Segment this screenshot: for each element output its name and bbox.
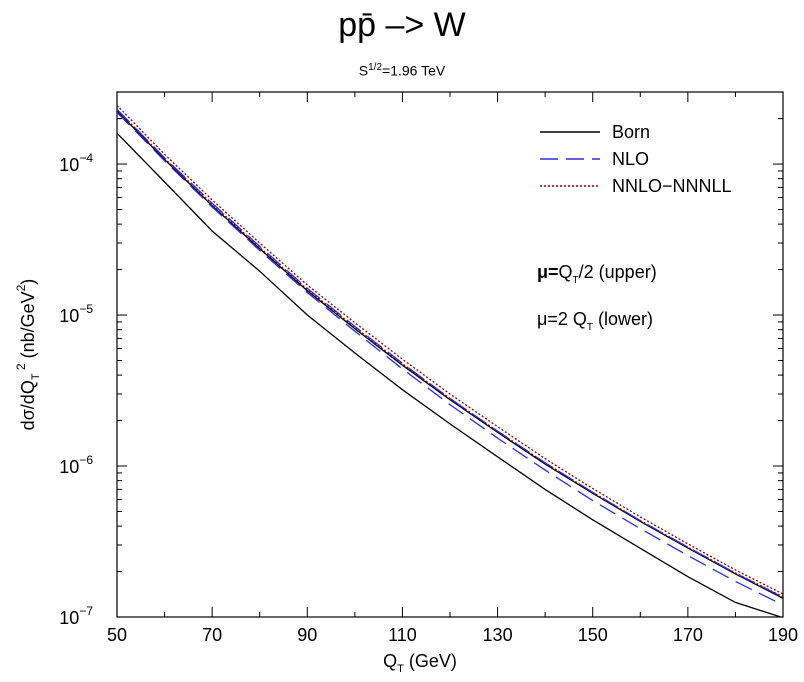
x-tick-label: 190	[768, 625, 798, 645]
legend-label: NNLO−NNNLL	[612, 176, 732, 196]
chart-title: pp̄ –> W	[338, 6, 466, 44]
legend-label: Born	[612, 122, 650, 142]
x-tick-label: 90	[297, 625, 317, 645]
scale-annotation: μ=2 QT (lower)	[537, 309, 653, 333]
legend-label: NLO	[612, 149, 649, 169]
series-line-nnlonnnll	[117, 104, 783, 595]
x-tick-label: 130	[483, 625, 513, 645]
x-tick-label: 110	[388, 625, 417, 645]
x-tick-label: 50	[107, 625, 127, 645]
curve-upper-scale	[117, 110, 783, 599]
series-line-nlo	[117, 108, 783, 598]
curve-upper-scale	[117, 111, 783, 606]
plot-frame	[116, 91, 784, 618]
scale-annotation: μ=QT/2 (upper)	[537, 262, 657, 286]
x-axis-label: QT (GeV)	[383, 651, 457, 675]
y-tick-label: 10−6	[59, 453, 93, 477]
chart-subtitle: S1/2=1.96 TeV	[0, 62, 804, 79]
subtitle-rest: =1.96 TeV	[382, 62, 446, 79]
y-axis-label: dσ/dQT 2 (nb/GeV2)	[14, 279, 42, 431]
x-tick-label: 170	[673, 625, 703, 645]
x-tick-label: 70	[202, 625, 222, 645]
x-tick-label: 150	[578, 625, 608, 645]
y-tick-label: 10−5	[59, 302, 93, 326]
y-tick-label: 10−4	[59, 151, 93, 175]
subtitle-exponent: 1/2	[368, 62, 383, 73]
series-line-born	[117, 132, 783, 617]
subtitle-base: S	[358, 62, 369, 79]
y-tick-label: 10−7	[59, 604, 93, 628]
